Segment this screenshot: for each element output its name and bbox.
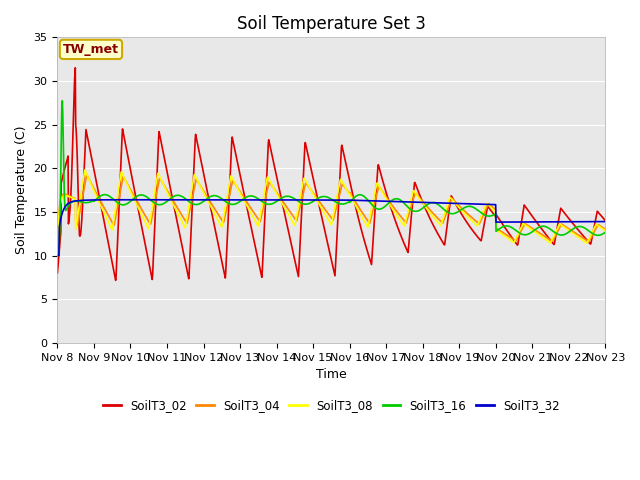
SoilT3_32 xyxy=(488,202,496,207)
SoilT3_02 xyxy=(537,225,545,231)
SoilT3_04 xyxy=(176,209,184,215)
SoilT3_02 xyxy=(417,195,425,201)
SoilT3_16 xyxy=(237,198,244,204)
SoilT3_32 xyxy=(537,219,545,225)
SoilT3_08 xyxy=(237,192,244,197)
SoilT3_32 xyxy=(123,197,131,203)
SoilT3_04 xyxy=(585,239,593,245)
SoilT3_32 xyxy=(417,199,424,205)
SoilT3_02 xyxy=(54,270,61,276)
SoilT3_16 xyxy=(417,207,424,213)
SoilT3_04 xyxy=(417,196,424,202)
SoilT3_04 xyxy=(83,172,91,178)
SoilT3_02 xyxy=(602,217,609,223)
SoilT3_02 xyxy=(72,65,79,71)
SoilT3_04 xyxy=(237,190,244,196)
SoilT3_32 xyxy=(237,197,244,203)
SoilT3_32 xyxy=(163,197,170,203)
SoilT3_02 xyxy=(163,167,170,173)
SoilT3_04 xyxy=(54,233,61,239)
Line: SoilT3_16: SoilT3_16 xyxy=(58,101,605,255)
Text: TW_met: TW_met xyxy=(63,43,119,56)
X-axis label: Time: Time xyxy=(316,368,347,381)
Line: SoilT3_02: SoilT3_02 xyxy=(58,68,605,280)
SoilT3_32 xyxy=(176,197,184,203)
SoilT3_02 xyxy=(112,277,120,283)
SoilT3_04 xyxy=(602,227,609,232)
Line: SoilT3_04: SoilT3_04 xyxy=(58,175,605,242)
SoilT3_16 xyxy=(537,224,545,229)
Line: SoilT3_32: SoilT3_32 xyxy=(58,200,605,255)
SoilT3_32 xyxy=(54,252,61,258)
SoilT3_02 xyxy=(237,178,245,184)
SoilT3_08 xyxy=(602,228,609,234)
SoilT3_04 xyxy=(163,186,170,192)
SoilT3_16 xyxy=(58,98,66,104)
SoilT3_16 xyxy=(176,192,184,198)
Title: Soil Temperature Set 3: Soil Temperature Set 3 xyxy=(237,15,426,33)
SoilT3_02 xyxy=(176,233,184,239)
Y-axis label: Soil Temperature (C): Soil Temperature (C) xyxy=(15,126,28,254)
SoilT3_08 xyxy=(176,215,184,220)
SoilT3_08 xyxy=(488,206,496,212)
SoilT3_02 xyxy=(489,210,497,216)
Line: SoilT3_08: SoilT3_08 xyxy=(58,170,605,243)
SoilT3_16 xyxy=(54,252,61,258)
SoilT3_04 xyxy=(488,204,496,210)
SoilT3_08 xyxy=(417,198,424,204)
SoilT3_16 xyxy=(488,213,496,218)
Legend: SoilT3_02, SoilT3_04, SoilT3_08, SoilT3_16, SoilT3_32: SoilT3_02, SoilT3_04, SoilT3_08, SoilT3_… xyxy=(99,395,564,417)
SoilT3_08 xyxy=(537,233,545,239)
SoilT3_08 xyxy=(81,167,89,173)
SoilT3_04 xyxy=(537,231,545,237)
SoilT3_16 xyxy=(602,229,609,235)
SoilT3_16 xyxy=(163,199,170,205)
SoilT3_08 xyxy=(163,188,170,193)
SoilT3_08 xyxy=(54,237,61,243)
SoilT3_08 xyxy=(583,240,591,246)
SoilT3_32 xyxy=(602,219,609,225)
